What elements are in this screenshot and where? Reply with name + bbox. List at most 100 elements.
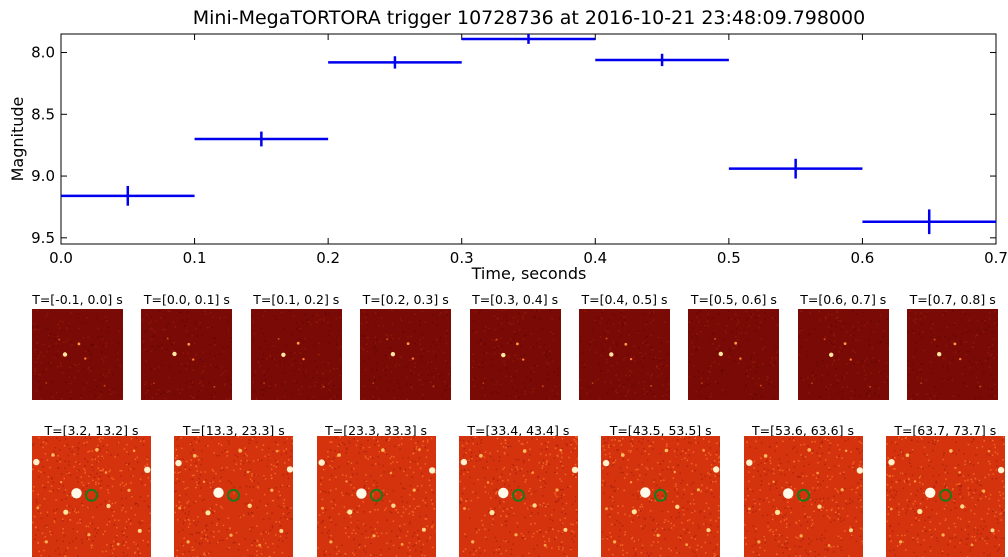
noise-pixel: [200, 464, 202, 466]
noise-pixel: [200, 327, 202, 329]
noise-pixel: [220, 375, 222, 377]
noise-pixel: [637, 498, 639, 500]
noise-pixel: [336, 368, 338, 370]
noise-pixel: [752, 398, 754, 400]
noise-pixel: [184, 325, 186, 327]
noise-pixel: [100, 394, 102, 396]
noise-pixel: [273, 465, 275, 467]
noise-pixel: [990, 374, 992, 376]
noise-pixel: [926, 394, 928, 396]
noise-pixel: [195, 532, 197, 534]
noise-pixel: [260, 328, 262, 330]
star: [498, 488, 508, 498]
noise-pixel: [186, 382, 188, 384]
noise-pixel: [982, 373, 984, 375]
noise-pixel: [96, 461, 98, 463]
noise-pixel: [976, 447, 978, 449]
noise-pixel: [399, 387, 401, 389]
noise-pixel: [101, 351, 103, 353]
noise-pixel: [680, 453, 682, 455]
noise-pixel: [135, 459, 137, 461]
noise-pixel: [390, 463, 392, 465]
noise-pixel: [191, 396, 193, 398]
noise-pixel: [505, 447, 507, 449]
noise-pixel: [713, 550, 715, 552]
star: [347, 509, 352, 514]
short_panels-panel-0: T=[-0.1, 0.0] s: [32, 292, 123, 400]
noise-pixel: [674, 489, 676, 491]
noise-pixel: [943, 452, 945, 454]
noise-pixel: [285, 533, 287, 535]
noise-pixel: [436, 344, 438, 346]
noise-pixel: [152, 339, 154, 341]
noise-pixel: [87, 357, 89, 359]
noise-pixel: [623, 316, 625, 318]
noise-pixel: [679, 516, 681, 518]
noise-pixel: [660, 548, 662, 550]
noise-pixel: [619, 379, 621, 381]
noise-pixel: [167, 348, 169, 350]
noise-pixel: [619, 540, 621, 542]
noise-pixel: [336, 337, 338, 339]
noise-pixel: [377, 509, 379, 511]
noise-pixel: [400, 516, 402, 518]
noise-pixel: [637, 515, 639, 517]
noise-pixel: [946, 327, 948, 329]
noise-pixel: [637, 495, 639, 497]
noise-pixel: [722, 369, 724, 371]
noise-pixel: [986, 513, 988, 515]
noise-pixel: [200, 381, 202, 383]
noise-pixel: [648, 446, 650, 448]
noise-pixel: [611, 439, 613, 441]
noise-pixel: [612, 464, 614, 466]
noise-pixel: [407, 457, 409, 459]
noise-pixel: [323, 319, 325, 321]
noise-pixel: [857, 498, 859, 500]
noise-pixel: [386, 543, 388, 545]
noise-pixel: [287, 486, 289, 488]
noise-pixel: [419, 320, 421, 322]
noise-pixel: [385, 440, 387, 442]
noise-pixel: [75, 547, 77, 549]
noise-pixel: [663, 460, 665, 462]
noise-pixel: [375, 352, 377, 354]
noise-pixel: [817, 462, 819, 464]
noise-pixel: [413, 498, 415, 500]
noise-pixel: [376, 349, 378, 351]
noise-pixel: [651, 500, 653, 502]
noise-pixel: [612, 554, 614, 556]
noise-pixel: [467, 471, 469, 473]
noise-pixel: [812, 375, 814, 377]
noise-pixel: [336, 344, 338, 346]
noise-pixel: [432, 525, 434, 527]
noise-pixel: [77, 481, 79, 483]
noise-pixel: [771, 381, 773, 383]
noise-pixel: [729, 310, 731, 312]
noise-pixel: [706, 397, 708, 399]
noise-pixel: [347, 461, 349, 463]
noise-pixel: [422, 384, 424, 386]
noise-pixel: [188, 353, 190, 355]
noise-pixel: [39, 505, 41, 507]
noise-pixel: [837, 508, 839, 510]
noise-pixel: [199, 495, 201, 497]
noise-pixel: [392, 521, 394, 523]
noise-pixel: [94, 379, 96, 381]
noise-pixel: [801, 329, 803, 331]
noise-pixel: [788, 469, 790, 471]
noise-pixel: [463, 488, 465, 490]
noise-pixel: [701, 485, 703, 487]
noise-pixel: [222, 452, 224, 454]
noise-pixel: [510, 323, 512, 325]
noise-pixel: [710, 519, 712, 521]
noise-pixel: [984, 320, 986, 322]
noise-pixel: [35, 373, 37, 375]
noise-pixel: [190, 358, 192, 360]
noise-pixel: [560, 463, 562, 465]
noise-pixel: [247, 550, 249, 552]
data-point-0: [61, 186, 195, 206]
noise-pixel: [617, 363, 619, 365]
noise-pixel: [947, 544, 949, 546]
noise-pixel: [655, 396, 657, 398]
noise-pixel: [832, 546, 834, 548]
